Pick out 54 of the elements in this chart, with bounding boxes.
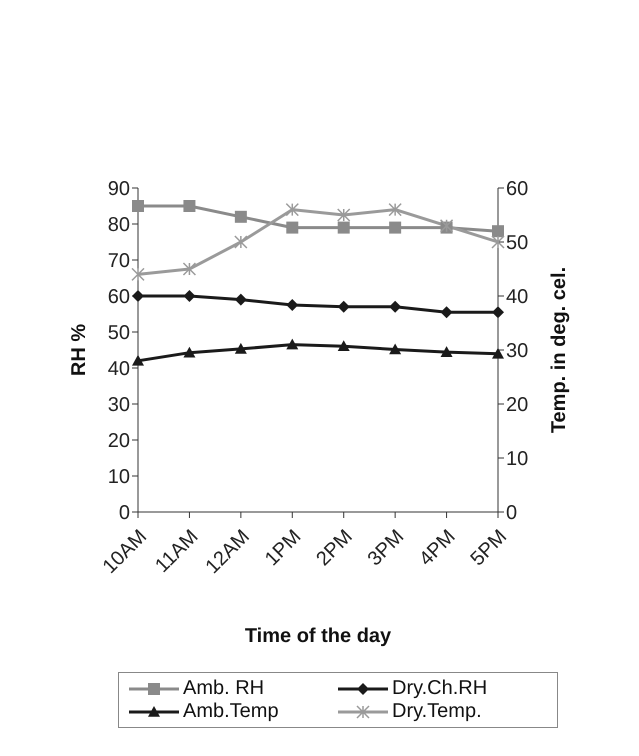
point xyxy=(183,200,196,212)
point xyxy=(492,348,504,359)
point xyxy=(132,200,144,212)
y-tick-label: 20 xyxy=(108,430,130,452)
point xyxy=(492,225,504,238)
point xyxy=(132,290,144,302)
point xyxy=(338,222,350,234)
point xyxy=(338,340,350,352)
y2-tick-label: 40 xyxy=(506,286,528,308)
y2-tick-label: 10 xyxy=(506,448,528,470)
point xyxy=(389,343,402,354)
point xyxy=(336,208,350,222)
y-tick-label: 80 xyxy=(108,214,130,236)
legend-label: Amb.Temp xyxy=(183,700,279,723)
x-axis-title: Time of the day xyxy=(244,625,392,647)
legend-label: Dry.Temp. xyxy=(392,700,482,723)
legend-label: Dry.Ch.RH xyxy=(392,677,488,700)
point xyxy=(234,342,247,354)
point xyxy=(440,346,453,357)
legend-label: Amb. RH xyxy=(183,677,264,700)
point xyxy=(491,235,505,249)
y-tick-label: 60 xyxy=(108,286,130,308)
y-axis-title: RH % xyxy=(68,324,90,376)
y-tick-label: 90 xyxy=(108,178,130,200)
point xyxy=(389,222,402,234)
point xyxy=(388,202,402,216)
point xyxy=(440,306,453,318)
point xyxy=(132,354,144,366)
y-tick-label: 40 xyxy=(108,358,130,380)
point xyxy=(492,306,504,318)
y2-tick-label: 0 xyxy=(506,502,518,524)
point xyxy=(286,202,300,216)
y-tick-label: 50 xyxy=(108,322,130,344)
y2-axis-title: Temp. in deg. cel. xyxy=(548,266,570,434)
point xyxy=(234,210,247,223)
point xyxy=(286,222,298,234)
point xyxy=(338,300,350,313)
y2-tick-label: 20 xyxy=(506,394,528,416)
point xyxy=(286,299,298,311)
y-tick-label: 10 xyxy=(108,466,130,488)
point xyxy=(234,294,247,306)
point xyxy=(440,219,454,233)
y2-tick-label: 60 xyxy=(506,178,528,200)
point xyxy=(234,235,248,249)
y-tick-label: 70 xyxy=(108,250,130,272)
y2-tick-label: 30 xyxy=(506,340,528,362)
y-tick-label: 30 xyxy=(108,394,130,416)
point xyxy=(131,268,145,282)
point xyxy=(286,338,298,350)
point xyxy=(389,300,402,313)
y-tick-label: 0 xyxy=(118,502,130,524)
y2-tick-label: 50 xyxy=(506,232,528,254)
point xyxy=(182,262,196,276)
point xyxy=(183,346,196,358)
